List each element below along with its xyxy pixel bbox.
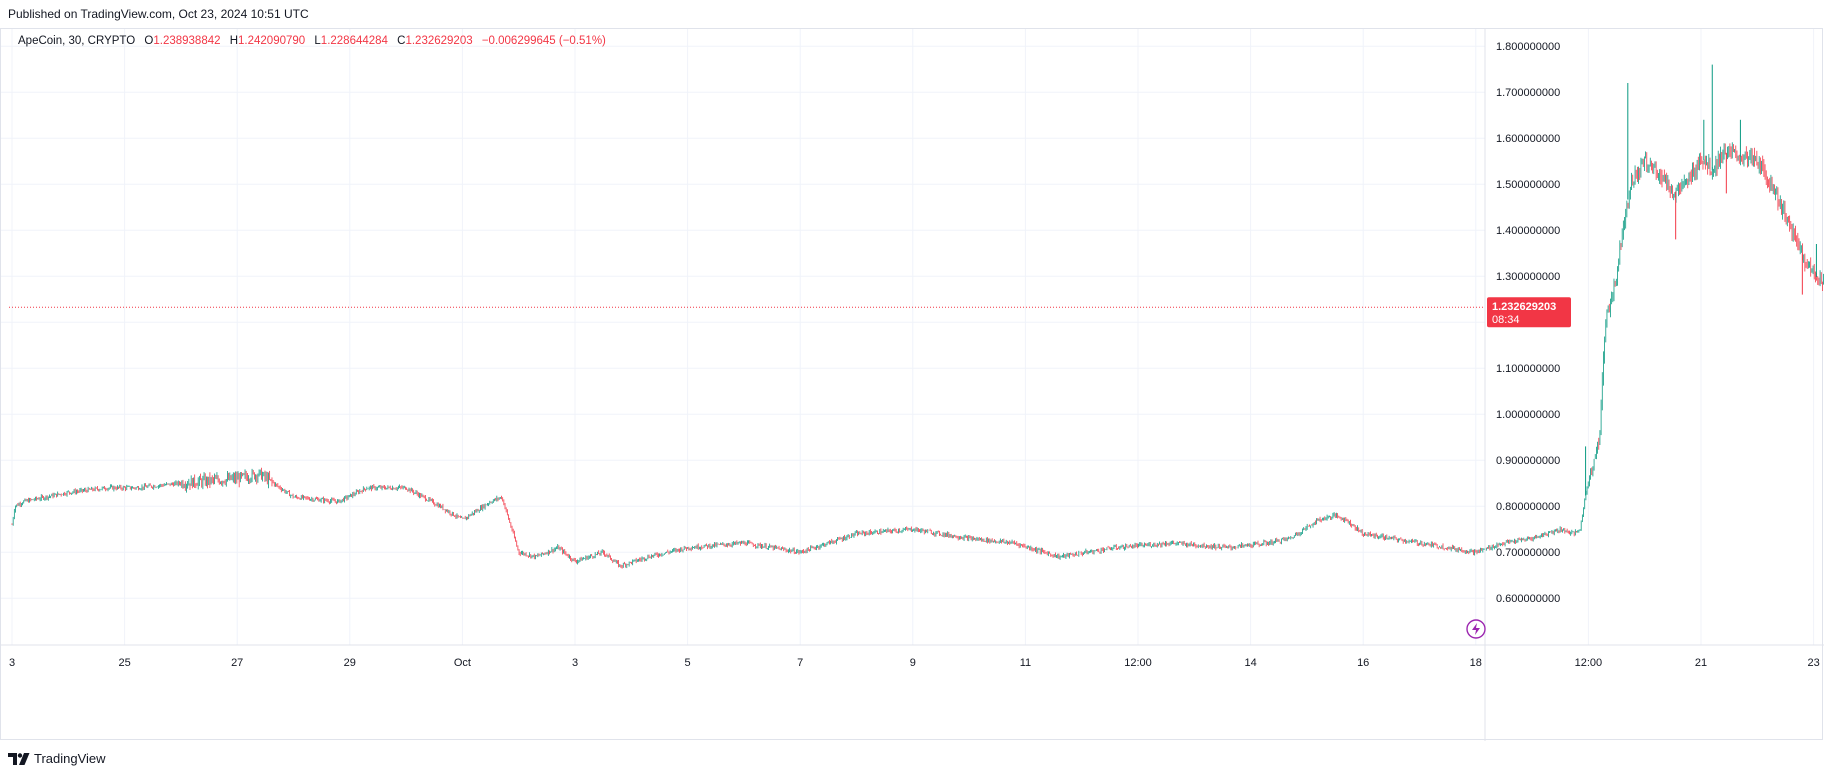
countdown-label: 08:34 (1492, 314, 1520, 326)
close-label: C (397, 35, 406, 47)
lightning-icon[interactable] (1466, 619, 1486, 639)
low-label: L (314, 35, 321, 47)
low-value: 1.228644284 (320, 35, 388, 47)
x-tick-label: 23 (1807, 657, 1819, 669)
y-tick-label: 1.400000000 (1496, 225, 1560, 237)
footer-brand[interactable]: TradingView (34, 751, 106, 766)
change-value: −0.006299645 (−0.51%) (481, 35, 606, 47)
last-price-label: 1.232629203 (1492, 301, 1556, 313)
high-value: 1.242090790 (238, 35, 306, 47)
x-tick-label: 9 (910, 657, 916, 669)
y-tick-label: 1.000000000 (1496, 409, 1560, 421)
x-tick-label: 12:00 (1575, 657, 1603, 669)
high-label: H (229, 35, 239, 47)
y-tick-label: 1.100000000 (1496, 363, 1560, 375)
x-tick-label: 5 (685, 657, 691, 669)
x-tick-label: 3 (9, 657, 15, 669)
published-caption: Published on TradingView.com, Oct 23, 20… (8, 7, 309, 21)
y-tick-label: 1.700000000 (1496, 87, 1560, 99)
footer[interactable]: TradingView (8, 751, 106, 766)
x-tick-label: 18 (1470, 657, 1482, 669)
symbol-name: ApeCoin, 30, CRYPTO (18, 35, 136, 47)
x-tick-label: 14 (1244, 657, 1256, 669)
y-tick-label: 0.900000000 (1496, 455, 1560, 467)
chart-grid (1, 29, 1815, 645)
y-tick-label: 0.700000000 (1496, 547, 1560, 559)
x-tick-label: 27 (231, 657, 243, 669)
last-price-badge[interactable]: 1.232629203 08:34 (1487, 297, 1571, 328)
y-tick-label: 1.800000000 (1496, 41, 1560, 53)
x-tick-label: 29 (344, 657, 356, 669)
chart-frame[interactable]: 0.600000000 0.700000000 0.800000000 0.90000… (0, 28, 1835, 741)
open-value: 1.238938842 (153, 35, 221, 47)
candles (11, 64, 1835, 569)
y-tick-label: 1.500000000 (1496, 179, 1560, 191)
time-axis: 3 25 27 29 Oct 3 5 7 9 11 12:00 14 16 18 12:00 21 23 (1, 29, 1824, 741)
x-tick-label: 3 (572, 657, 578, 669)
x-tick-label: Oct (454, 657, 471, 669)
x-tick-label: 16 (1357, 657, 1369, 669)
x-tick-label: 21 (1695, 657, 1707, 669)
x-tick-label: 7 (797, 657, 803, 669)
tradingview-logo-icon (8, 752, 30, 765)
symbol-legend: ApeCoin, 30, CRYPTO O1.238938842 H1.2420… (18, 35, 606, 47)
close-value: 1.232629203 (405, 35, 473, 47)
x-tick-label: 11 (1020, 657, 1031, 669)
open-label: O (144, 35, 154, 47)
x-tick-label: 25 (118, 657, 130, 669)
y-tick-label: 0.800000000 (1496, 501, 1560, 513)
y-tick-label: 1.600000000 (1496, 133, 1560, 145)
price-chart[interactable]: 0.600000000 0.700000000 0.800000000 0.90000… (1, 29, 1835, 741)
y-tick-label: 0.600000000 (1496, 593, 1560, 605)
x-tick-label: 12:00 (1124, 657, 1152, 669)
y-tick-label: 1.300000000 (1496, 271, 1560, 283)
